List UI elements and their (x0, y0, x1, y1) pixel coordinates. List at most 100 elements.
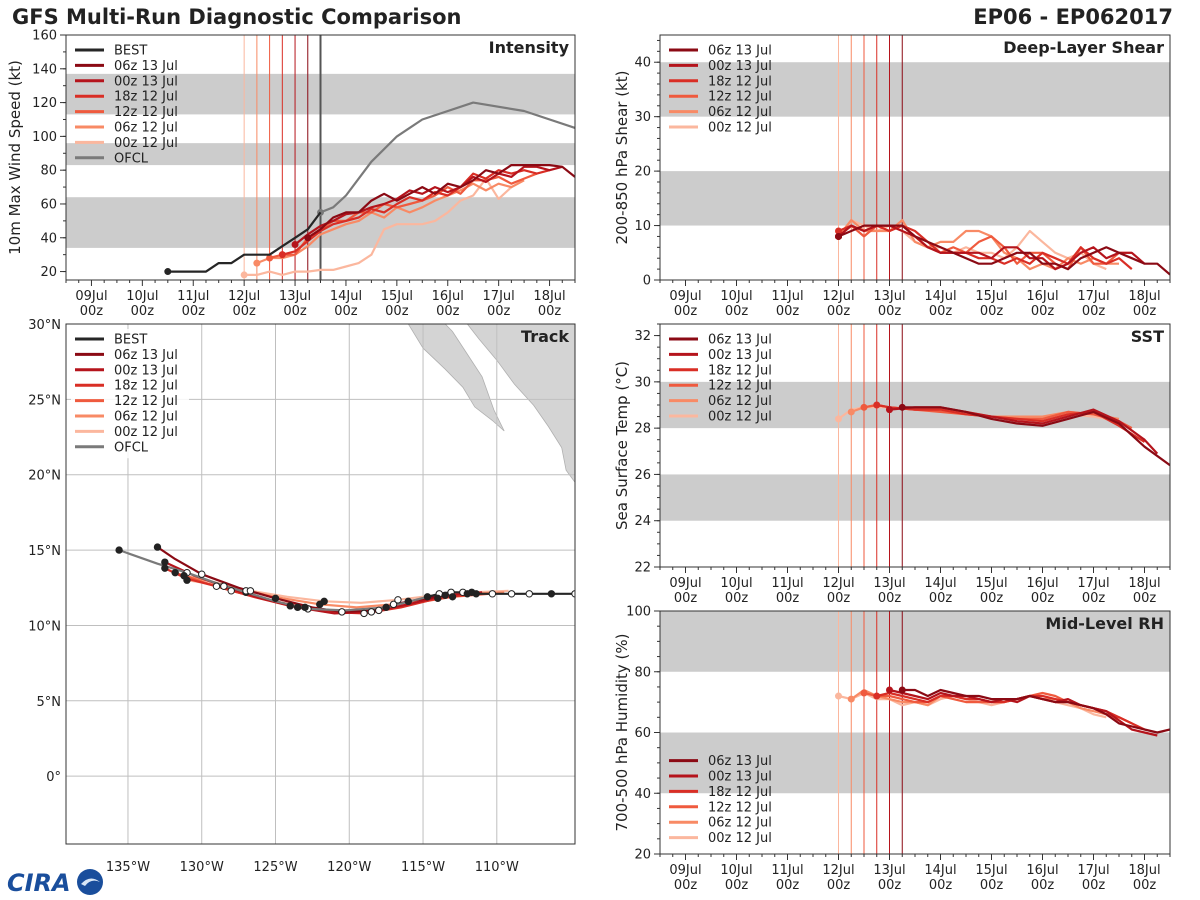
track-point-00z-13-jul (367, 608, 376, 616)
track-legend-bg (71, 329, 189, 459)
rh-x-tick-label: 18Jul 00z (1128, 863, 1160, 893)
sst-y-axis-label: Sea Surface Temp (°C) (613, 361, 631, 530)
sst-x-tick-label: 11Jul 00z (771, 576, 803, 606)
sst-panel-title: SST (1131, 327, 1164, 346)
sst-shaded-band (660, 474, 1170, 521)
rh-y-tick-label: 80 (634, 665, 651, 680)
intensity-x-tick-label: 11Jul 00z (177, 289, 209, 319)
rh-y-tick-label: 20 (634, 848, 651, 863)
sst-x-tick-label: 18Jul 00z (1128, 576, 1160, 606)
intensity-y-tick-label: 120 (32, 96, 57, 111)
shear-y-axis-label: 200-850 hPa Shear (kt) (613, 71, 631, 245)
rh-plot-area (660, 611, 1170, 854)
track-legend-label-12z-12-jul: 12z 12 Jul (114, 394, 178, 409)
track-x-tick-label: 120°W (327, 860, 371, 875)
track-point-12z-12-jul (171, 568, 179, 577)
track-point-ofcl (115, 546, 123, 554)
intensity-legend-label-06z-13-jul: 06z 13 Jul (114, 59, 178, 74)
rh-x-tick-label: 15Jul 00z (975, 863, 1007, 893)
shear-plot-area (660, 35, 1170, 280)
shear-y-tick-label: 10 (634, 219, 651, 234)
track-x-tick-label: 125°W (253, 860, 297, 875)
intensity-series-start-06z-13-jul (304, 234, 312, 242)
intensity-legend-label-00z-13-jul: 00z 13 Jul (114, 74, 178, 89)
track-point-best (547, 590, 556, 598)
intensity-series-start-06z-12-jul (253, 259, 261, 267)
shear-x-tick-label: 11Jul 00z (771, 289, 803, 319)
shear-series-start-18z-12-jul (835, 227, 842, 235)
track-point-06z-13-jul (271, 594, 280, 603)
intensity-y-axis-label: 10m Max Wind Speed (kt) (6, 60, 24, 255)
intensity-y-tick-label: 40 (40, 231, 57, 246)
track-point-18z-12-jul (161, 564, 169, 572)
track-point-18z-12-jul (212, 582, 221, 590)
rh-y-tick-label: 100 (626, 605, 651, 620)
track-point-06z-13-jul (338, 608, 346, 616)
intensity-x-tick-label: 14Jul 00z (330, 289, 362, 319)
rh-x-tick-label: 12Jul 00z (822, 863, 854, 893)
rh-series-00z-13-jul (889, 688, 1158, 737)
track-point-00z-12-jul (320, 597, 328, 606)
track-y-tick-label: 25°N (28, 393, 61, 408)
track-point-12z-12-jul (448, 593, 457, 601)
intensity-series-ofcl (320, 101, 575, 214)
rh-series-start-00z-12-jul (835, 692, 842, 700)
intensity-series-06z-12-jul (256, 179, 525, 265)
rh-x-tick-label: 09Jul 00z (669, 863, 701, 893)
rh-series-start-12z-12-jul (860, 689, 868, 697)
intensity-x-tick-label: 16Jul 00z (432, 289, 464, 319)
track-series-ofcl (118, 549, 428, 612)
track-point-00z-13-jul (293, 603, 302, 612)
intensity-x-tick-label: 17Jul 00z (483, 289, 515, 319)
rh-legend-label-00z-12-jul: 00z 12 Jul (708, 831, 772, 846)
intensity-series-00z-12-jul (244, 177, 513, 276)
track-legend-label-00z-13-jul: 00z 13 Jul (114, 363, 178, 378)
track-point-12z-12-jul (227, 587, 235, 595)
intensity-legend-label-18z-12-jul: 18z 12 Jul (114, 90, 178, 105)
sst-x-tick-label: 15Jul 00z (975, 576, 1007, 606)
sst-y-tick-label: 30 (634, 375, 651, 390)
track-point-00z-13-jul (220, 582, 228, 590)
rh-series-start-18z-12-jul (873, 692, 881, 700)
rh-y-tick-label: 40 (634, 787, 651, 802)
intensity-x-tick-label: 10Jul 00z (126, 289, 158, 319)
rh-legend-label-06z-12-jul: 06z 12 Jul (708, 816, 772, 831)
shear-x-tick-label: 12Jul 00z (822, 289, 854, 319)
rh-shaded-band (660, 611, 1170, 672)
rh-series-start-00z-13-jul (886, 686, 893, 694)
rh-x-tick-label: 10Jul 00z (720, 863, 752, 893)
shear-y-tick-label: 20 (634, 165, 651, 180)
rh-series-06z-13-jul (902, 688, 1170, 734)
shear-y-tick-label: 0 (643, 274, 651, 289)
shear-x-tick-label: 15Jul 00z (975, 289, 1007, 319)
track-legend-label-06z-12-jul: 06z 12 Jul (114, 410, 178, 425)
rh-x-tick-label: 13Jul 00z (873, 863, 905, 893)
sst-y-tick-label: 32 (634, 329, 651, 344)
intensity-panel-title: Intensity (489, 38, 570, 57)
rh-legend-label-00z-13-jul: 00z 13 Jul (708, 770, 772, 785)
shear-x-tick-label: 18Jul 00z (1128, 289, 1160, 319)
cira-logo-globe (77, 869, 103, 895)
cira-logo-swirl (81, 878, 100, 886)
shear-x-tick-label: 10Jul 00z (720, 289, 752, 319)
sst-y-tick-label: 22 (634, 561, 651, 576)
shear-legend-label-06z-13-jul: 06z 13 Jul (708, 44, 772, 59)
track-landmass-mexico (466, 324, 575, 483)
sst-y-tick-label: 28 (634, 422, 651, 437)
sst-series-start-00z-13-jul (886, 406, 893, 414)
intensity-series-18z-12-jul (282, 169, 550, 256)
intensity-series-start-best (164, 268, 172, 276)
track-point-18z-12-jul (360, 609, 368, 618)
track-x-tick-label: 115°W (401, 860, 445, 875)
intensity-x-tick-label: 18Jul 00z (533, 289, 565, 319)
shear-series-start-06z-13-jul (835, 232, 842, 240)
rh-x-tick-label: 16Jul 00z (1026, 863, 1058, 893)
rh-series-start-06z-13-jul (898, 686, 906, 694)
intensity-x-tick-label: 15Jul 00z (381, 289, 413, 319)
intensity-legend-label-ofcl: OFCL (114, 151, 149, 166)
sst-series-06z-13-jul (902, 406, 1170, 467)
shear-shaded-band (660, 171, 1170, 226)
shear-x-tick-label: 13Jul 00z (873, 289, 905, 319)
intensity-legend-label-12z-12-jul: 12z 12 Jul (114, 105, 178, 120)
